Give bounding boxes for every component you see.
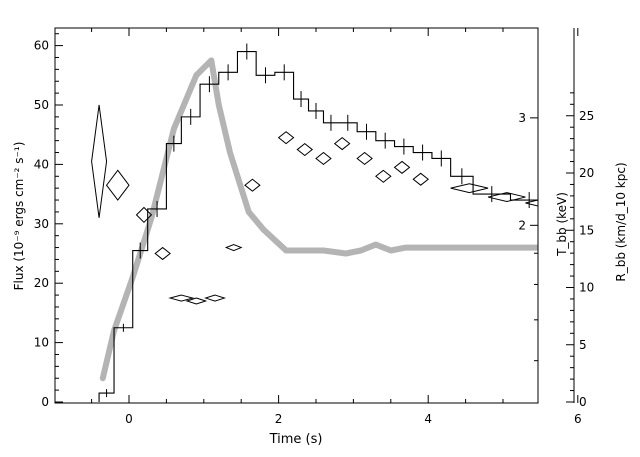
diamond-marker <box>105 169 130 201</box>
grey-band-layer <box>99 57 538 382</box>
temperature-tick-label: 3 <box>518 111 526 125</box>
y-tick-label: 20 <box>34 276 49 290</box>
radius-tick-label: 20 <box>579 166 594 180</box>
y-tick-label: 50 <box>34 98 49 112</box>
x-tick-label: 0 <box>125 412 133 426</box>
diamond-marker <box>315 151 332 166</box>
tick-layer: −202468100102030405060230510152025 <box>34 28 594 426</box>
x-tick-label: 4 <box>424 412 432 426</box>
diamond-marker <box>333 137 351 151</box>
x-axis-label: Time (s) <box>269 432 323 447</box>
temperature-tick-label: 2 <box>518 218 526 232</box>
plot-frame <box>54 27 539 404</box>
diamond-marker <box>393 160 411 174</box>
radius-tick-label: 0 <box>579 395 587 409</box>
diamond-marker <box>135 206 153 224</box>
y-tick-label: 30 <box>34 217 49 231</box>
histogram-layer <box>98 43 538 402</box>
temperature-axis-label: T_bb (keV) <box>555 192 569 257</box>
diamond-marker <box>525 199 538 207</box>
diamond-marker <box>412 172 430 186</box>
diamond-marker <box>296 142 314 157</box>
radius-tick-label: 5 <box>579 338 587 352</box>
radius-tick-label: 10 <box>579 281 594 295</box>
diamond-layer <box>91 104 538 305</box>
x-tick-label: 6 <box>574 412 582 426</box>
diamond-marker <box>375 169 392 183</box>
grey-band-line <box>99 57 538 382</box>
radius-tick-label: 15 <box>579 223 594 237</box>
diamond-marker <box>204 294 227 302</box>
diamond-marker <box>91 104 108 218</box>
x-tick-label: 2 <box>275 412 283 426</box>
diamond-marker <box>277 131 295 145</box>
diamond-marker <box>244 178 261 192</box>
diamond-marker <box>450 183 489 194</box>
diamond-marker <box>154 246 171 261</box>
radius-axis-label: R_bb (km/d_10 kpc) <box>614 162 628 281</box>
y-tick-label: 10 <box>34 336 49 350</box>
radius-tick-label: 25 <box>579 109 594 123</box>
y-tick-label: 40 <box>34 157 49 171</box>
diamond-marker <box>224 244 243 252</box>
diamond-marker <box>185 297 208 305</box>
diamond-marker <box>487 192 526 203</box>
y-tick-label: 60 <box>34 39 49 53</box>
diamond-marker <box>356 151 373 166</box>
histogram-line <box>98 50 538 402</box>
y-tick-label: 0 <box>41 395 49 409</box>
left-axis-label: Flux (10⁻⁹ ergs cm⁻² s⁻¹) <box>12 142 26 291</box>
diamond-marker <box>168 294 195 302</box>
